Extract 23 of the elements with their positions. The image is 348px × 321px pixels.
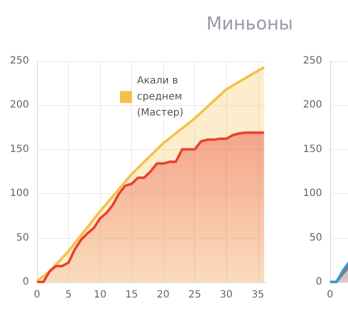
y-tick-label: 100 [302, 188, 322, 200]
y-tick-label: 150 [302, 144, 322, 155]
y-tick-label: 250 [302, 56, 322, 66]
x-tick-label: 30 [220, 290, 233, 300]
y-tick-label: 100 [10, 188, 29, 200]
x-tick-label: 20 [156, 290, 170, 300]
x-tick-label: 15 [125, 290, 138, 300]
y-tick-label: 150 [10, 144, 29, 155]
y-tick-label: 50 [16, 232, 29, 244]
y-tick-label: 50 [309, 232, 322, 244]
y-tick-label: 0 [316, 276, 322, 288]
y-tick-label: 200 [302, 100, 322, 111]
x-tick-label: 25 [188, 290, 202, 300]
x-tick-label: 5 [65, 290, 72, 300]
y-tick-label: 200 [10, 100, 29, 111]
y-tick-label: 250 [10, 56, 29, 66]
x-tick-label: 35 [251, 290, 264, 300]
x-tick-label: 10 [94, 290, 106, 300]
y-tick-label: 0 [22, 276, 29, 288]
chart-title: Миньоны [206, 14, 294, 34]
x-tick-label: 0 [34, 290, 40, 300]
x-tick-label: 0 [326, 290, 334, 300]
legend-label: Акали в среднем (Мастер) [137, 76, 186, 118]
